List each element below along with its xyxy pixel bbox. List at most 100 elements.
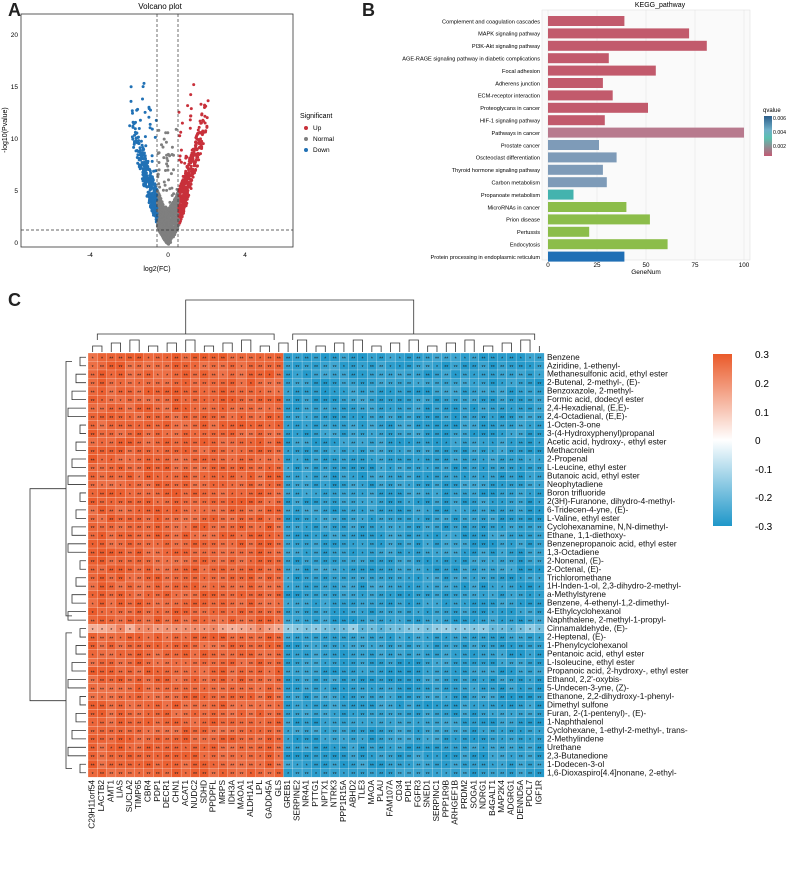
volcano-point bbox=[157, 128, 161, 132]
volcano-ytick: 15 bbox=[11, 84, 19, 91]
legend-normal-label: Normal bbox=[313, 136, 335, 143]
significance-mark: * bbox=[501, 357, 503, 363]
kegg-bar bbox=[548, 127, 744, 138]
volcano-point bbox=[170, 145, 174, 149]
significance-mark: ** bbox=[202, 408, 206, 414]
significance-mark: ** bbox=[333, 416, 337, 422]
dendrogram-branch bbox=[71, 662, 86, 672]
significance-mark: ** bbox=[426, 374, 430, 380]
significance-mark: ** bbox=[258, 365, 262, 371]
significance-mark: ** bbox=[174, 416, 178, 422]
significance-mark: * bbox=[455, 374, 457, 380]
significance-mark: ** bbox=[146, 365, 150, 371]
dendrogram-branch bbox=[79, 763, 86, 774]
volcano-point bbox=[167, 218, 171, 222]
significance-mark: ** bbox=[295, 408, 299, 414]
significance-mark: ** bbox=[156, 399, 160, 405]
volcano-point bbox=[149, 198, 153, 202]
significance-mark: ** bbox=[379, 391, 383, 397]
volcano-point bbox=[148, 175, 152, 179]
volcano-point bbox=[178, 134, 182, 138]
kegg-bar bbox=[548, 189, 574, 200]
significance-mark: ** bbox=[277, 382, 281, 388]
significance-mark: * bbox=[203, 399, 205, 405]
significance-mark: * bbox=[101, 399, 103, 405]
significance-mark: ** bbox=[333, 433, 337, 439]
volcano-point bbox=[181, 201, 185, 205]
volcano-point bbox=[157, 161, 161, 164]
significance-mark: ** bbox=[109, 424, 113, 430]
volcano-point bbox=[201, 131, 205, 135]
volcano-point bbox=[189, 164, 193, 168]
significance-mark: ** bbox=[230, 424, 234, 430]
significance-mark: ** bbox=[454, 424, 458, 430]
significance-mark: * bbox=[250, 424, 252, 430]
volcano-point bbox=[153, 188, 157, 192]
significance-mark: ** bbox=[342, 408, 346, 414]
volcano-point bbox=[184, 171, 188, 175]
significance-mark: ** bbox=[519, 433, 523, 439]
volcano-point bbox=[156, 203, 160, 207]
volcano-point bbox=[171, 204, 175, 208]
volcano-point bbox=[137, 127, 141, 130]
significance-mark: ** bbox=[286, 408, 290, 414]
significance-mark: ** bbox=[184, 391, 188, 397]
volcano-point bbox=[181, 206, 185, 209]
volcano-point bbox=[194, 141, 198, 145]
significance-mark: ** bbox=[277, 399, 281, 405]
significance-mark: ** bbox=[370, 374, 374, 380]
volcano-point bbox=[137, 158, 141, 162]
volcano-point bbox=[128, 124, 132, 128]
significance-mark: ** bbox=[454, 365, 458, 371]
significance-mark: ** bbox=[472, 357, 476, 363]
significance-mark: ** bbox=[165, 365, 169, 371]
significance-mark: ** bbox=[277, 408, 281, 414]
significance-mark: ** bbox=[519, 399, 523, 405]
significance-mark: ** bbox=[407, 391, 411, 397]
significance-mark: ** bbox=[481, 433, 485, 439]
kegg-legend-tick: 0.004 bbox=[773, 130, 786, 136]
significance-mark: * bbox=[147, 391, 149, 397]
significance-mark: ** bbox=[221, 382, 225, 388]
kegg-pathway-label: Pertussis bbox=[517, 230, 540, 236]
volcano-point bbox=[136, 136, 140, 140]
volcano-point bbox=[162, 137, 166, 141]
significance-mark: * bbox=[371, 433, 373, 439]
volcano-point bbox=[194, 168, 198, 171]
significance-mark: ** bbox=[509, 399, 513, 405]
significance-mark: * bbox=[389, 365, 391, 371]
significance-mark: * bbox=[436, 365, 438, 371]
significance-mark: ** bbox=[119, 416, 123, 422]
volcano-point bbox=[150, 181, 154, 185]
significance-mark: ** bbox=[500, 416, 504, 422]
volcano-point bbox=[158, 215, 162, 219]
significance-mark: ** bbox=[379, 374, 383, 380]
significance-mark: * bbox=[259, 416, 261, 422]
significance-mark: ** bbox=[230, 357, 234, 363]
volcano-point bbox=[174, 127, 178, 131]
significance-mark: * bbox=[455, 357, 457, 363]
volcano-ytick: 20 bbox=[11, 32, 19, 39]
volcano-point bbox=[136, 107, 140, 111]
significance-mark: ** bbox=[537, 424, 541, 430]
significance-mark: * bbox=[371, 357, 373, 363]
volcano-point bbox=[146, 190, 150, 194]
significance-mark: ** bbox=[212, 433, 216, 439]
dendrogram-branch bbox=[67, 407, 86, 417]
significance-mark: ** bbox=[435, 408, 439, 414]
dendrogram-branch bbox=[352, 339, 363, 352]
significance-mark: * bbox=[268, 374, 270, 380]
volcano-point bbox=[137, 141, 141, 145]
significance-mark: ** bbox=[407, 433, 411, 439]
significance-mark: ** bbox=[481, 408, 485, 414]
significance-mark: * bbox=[213, 399, 215, 405]
volcano-point bbox=[143, 135, 147, 139]
volcano-point bbox=[169, 222, 173, 226]
significance-mark: ** bbox=[481, 424, 485, 430]
volcano-point bbox=[139, 139, 143, 143]
dendrogram-branch bbox=[390, 342, 401, 352]
kegg-pathway-label: ECM-receptor interaction bbox=[478, 94, 540, 100]
dendrogram-branch bbox=[292, 333, 536, 340]
significance-mark: * bbox=[362, 357, 364, 363]
significance-mark: * bbox=[185, 399, 187, 405]
